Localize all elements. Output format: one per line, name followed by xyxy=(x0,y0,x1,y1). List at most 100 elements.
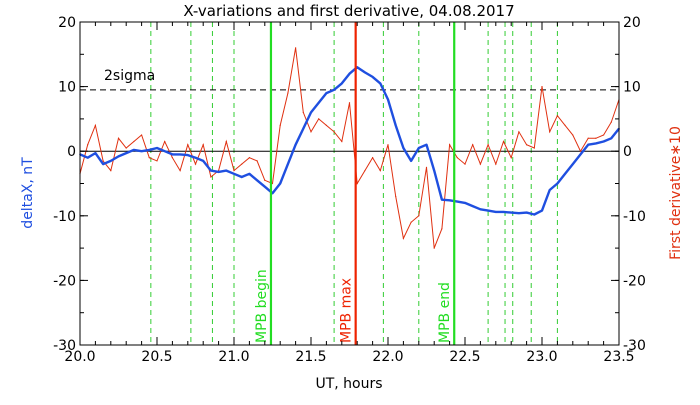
y-tick-label-left: -20 xyxy=(53,273,76,289)
derivative-point xyxy=(148,157,150,159)
derivative-point xyxy=(379,169,381,172)
derivative-point xyxy=(364,169,366,172)
derivative-point xyxy=(502,140,505,143)
derivative-point xyxy=(318,118,320,120)
x-tick-label: 22.5 xyxy=(449,349,480,365)
derivative-point xyxy=(579,150,582,152)
deltax-point xyxy=(541,209,543,212)
y-tick-label-right: -10 xyxy=(623,209,646,225)
derivative-point xyxy=(441,228,443,230)
y-tick-label-left: -10 xyxy=(53,209,76,225)
y-tick-label-left: 0 xyxy=(67,144,76,160)
deltax-point xyxy=(556,182,559,185)
derivative-point xyxy=(518,131,520,133)
axis-layer xyxy=(79,21,620,346)
derivative-point xyxy=(549,131,551,133)
derivative-point xyxy=(356,182,358,185)
deltax-point xyxy=(317,101,320,104)
threshold-label: 2sigma xyxy=(104,68,155,84)
deltax-point xyxy=(510,211,512,214)
derivative-point xyxy=(387,144,389,146)
deltax-point xyxy=(333,89,335,91)
y-tick-label-left: 20 xyxy=(58,15,76,31)
derivative-point xyxy=(572,134,574,136)
deltax-point xyxy=(86,156,89,159)
marker-label-mpb-begin: MPB begin xyxy=(254,269,270,343)
derivative-point xyxy=(433,247,435,249)
derivative-point xyxy=(264,179,266,181)
deltax-point xyxy=(117,155,120,158)
deltax-point xyxy=(202,160,204,162)
text-layer: X-variations and first derivative, 04.08… xyxy=(20,2,684,392)
deltax-point xyxy=(371,76,374,78)
deltax-point xyxy=(548,189,551,191)
deltax-point xyxy=(310,111,312,114)
marker-label-mpb-max: MPB max xyxy=(339,278,355,343)
derivative-point xyxy=(187,144,189,146)
derivative-point xyxy=(449,144,451,146)
chart-title: X-variations and first derivative, 04.08… xyxy=(183,2,514,20)
deltax-point xyxy=(294,143,297,146)
deltax-point xyxy=(171,153,174,156)
deltax-point xyxy=(518,212,520,215)
derivative-point xyxy=(564,124,566,126)
derivative-point xyxy=(210,176,212,178)
derivative-point xyxy=(556,115,559,117)
derivative-point xyxy=(248,157,250,159)
derivative-point xyxy=(110,169,112,172)
derivative-point xyxy=(102,160,104,162)
derivative-point xyxy=(456,157,458,159)
derivative-point xyxy=(156,160,158,162)
x-tick-label: 22.0 xyxy=(372,349,403,365)
deltax-point xyxy=(464,202,466,204)
deltax-point xyxy=(533,213,536,216)
derivative-point xyxy=(310,131,312,133)
derivative-point xyxy=(125,147,127,149)
derivative-point xyxy=(495,163,497,165)
deltax-point xyxy=(341,82,343,85)
deltax-point xyxy=(187,154,189,156)
deltax-point xyxy=(456,200,459,203)
deltax-point xyxy=(264,185,266,188)
deltax-point xyxy=(487,209,489,212)
x-tick-label: 20.5 xyxy=(141,349,172,365)
deltax-point xyxy=(125,152,127,154)
y-axis-label-left: deltaX, nT xyxy=(20,157,36,229)
deltax-point xyxy=(433,169,436,172)
derivative-point xyxy=(256,160,258,162)
derivative-point xyxy=(271,182,274,185)
derivative-point xyxy=(87,144,89,146)
derivative-point xyxy=(541,86,543,88)
derivative-point xyxy=(225,140,227,143)
x-tick-label: 21.5 xyxy=(295,349,326,365)
y-tick-label-right: 20 xyxy=(623,15,641,31)
deltax-point xyxy=(394,124,397,127)
deltax-point xyxy=(102,163,104,165)
deltax-point xyxy=(156,147,158,149)
derivative-point xyxy=(472,144,474,146)
deltax-point xyxy=(271,192,274,194)
deltax-point xyxy=(94,152,97,154)
marker-layer: MPB begin MPB max MPB end xyxy=(254,22,456,345)
deltax-point xyxy=(479,208,482,211)
derivative-point xyxy=(603,134,605,136)
x-tick-label: 23.0 xyxy=(526,349,557,365)
derivative-point xyxy=(487,144,489,146)
derivative-point xyxy=(479,163,481,165)
derivative-point xyxy=(372,157,374,159)
deltax-point xyxy=(587,143,589,146)
derivative-point xyxy=(464,163,466,165)
deltax-point xyxy=(471,205,474,207)
deltax-point xyxy=(325,92,328,94)
y-tick-label-left: -30 xyxy=(53,338,76,354)
deltax-point xyxy=(179,153,181,156)
deltax-point xyxy=(572,163,574,165)
y-tick-label-right: -20 xyxy=(623,273,646,289)
derivative-point xyxy=(117,137,120,139)
derivative-point xyxy=(341,140,343,143)
deltax-point xyxy=(579,153,582,156)
derivative-point xyxy=(295,47,297,49)
derivative-point xyxy=(610,121,612,123)
deltax-point xyxy=(163,150,166,152)
